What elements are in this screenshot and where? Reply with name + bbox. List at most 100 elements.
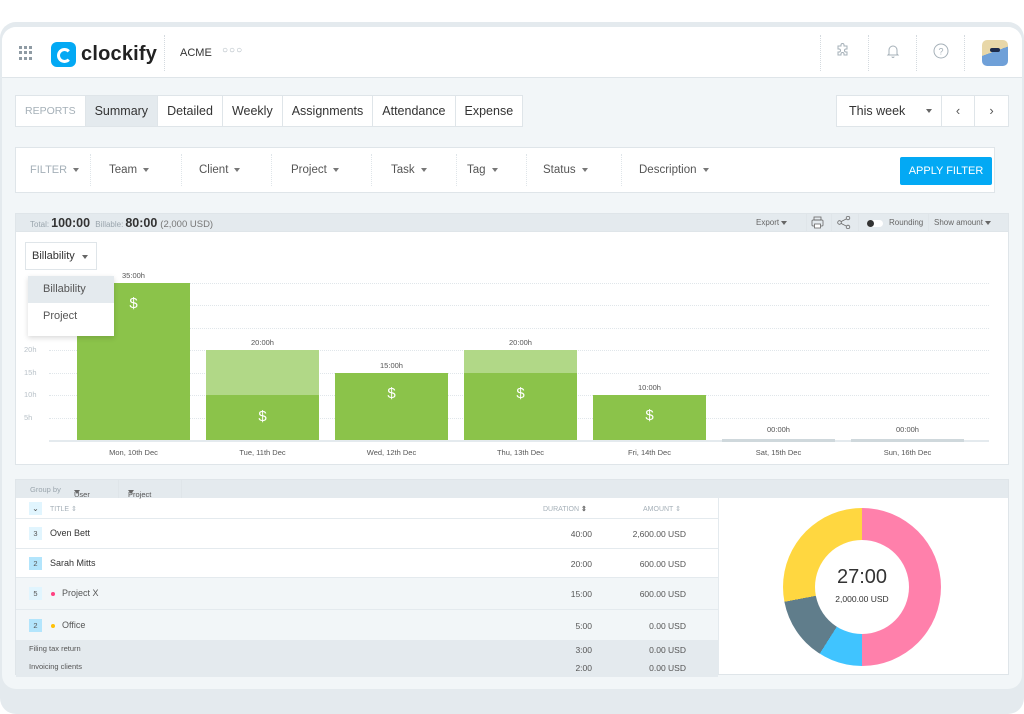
bar[interactable]: $ <box>464 350 577 440</box>
bar-value-label: 10:00h <box>638 383 661 392</box>
chart-grouping-dropdown[interactable]: Billability <box>25 242 97 270</box>
divider <box>371 154 372 186</box>
divider <box>181 154 182 186</box>
help-icon[interactable]: ? <box>931 43 951 63</box>
row-title: Sarah Mitts <box>50 557 96 568</box>
filter-tag[interactable]: Tag <box>467 148 498 192</box>
row-amount: 0.00 USD <box>649 645 686 655</box>
svg-text:?: ? <box>938 47 943 57</box>
export-label: Export <box>756 218 780 227</box>
dollar-icon: $ <box>258 407 267 425</box>
tab-expense[interactable]: Expense <box>464 104 514 118</box>
filter-description-label: Description <box>639 164 697 176</box>
bell-icon[interactable] <box>883 43 903 63</box>
non-billable-segment <box>464 350 577 373</box>
bar[interactable]: $ <box>206 350 319 440</box>
filter-team[interactable]: Team <box>109 148 150 192</box>
dollar-icon: $ <box>645 407 654 424</box>
donut-chart-panel: 27:00 2,000.00 USD <box>718 498 1008 674</box>
billable-amount: (2,000 USD) <box>160 219 214 230</box>
table-row[interactable]: 5 Project X 15:00 600.00 USD <box>16 578 718 610</box>
avatar[interactable] <box>982 40 1008 66</box>
totals: Total: 100:00 Billable: 80:00 (2,000 USD) <box>30 216 213 230</box>
filter-task[interactable]: Task <box>391 148 427 192</box>
share-icon[interactable] <box>837 215 851 231</box>
column-duration-label: DURATION <box>543 506 580 513</box>
export-dropdown[interactable]: Export <box>756 218 788 227</box>
row-count-badge[interactable]: 5 <box>29 587 42 600</box>
x-tick-label: Thu, 13th Dec <box>496 448 545 457</box>
prev-period-button[interactable]: ‹ <box>942 96 975 126</box>
bar-value-label: 15:00h <box>380 360 403 370</box>
top-bar: clockify ACME ○○○ ? <box>2 27 1022 78</box>
filter-client-label: Client <box>199 164 229 176</box>
filter-description[interactable]: Description <box>639 148 709 192</box>
table-row[interactable]: 3 Oven Bett 40:00 2,600.00 USD <box>16 519 718 549</box>
bar-value-label: 35:00h <box>122 270 145 280</box>
tab-summary[interactable]: Summary <box>85 96 159 126</box>
print-icon[interactable] <box>811 216 824 231</box>
y-tick: 15h <box>24 367 37 377</box>
row-count-badge[interactable]: 2 <box>29 556 42 570</box>
date-range-select[interactable]: This week <box>837 96 942 126</box>
caret-down-icon <box>128 490 134 494</box>
table-row[interactable]: 2 Sarah Mitts 20:00 600.00 USD <box>16 549 718 578</box>
row-count-badge[interactable]: 3 <box>29 527 42 540</box>
table-header: ⌄ TITLE ⇕ DURATION ⇕ AMOUNT ⇕ <box>16 498 718 519</box>
filter-client[interactable]: Client <box>199 148 241 192</box>
group-by-bar: Group by User Project <box>16 480 1008 499</box>
column-duration[interactable]: DURATION ⇕ <box>543 506 587 513</box>
divider <box>806 214 807 232</box>
divider <box>831 214 832 232</box>
more-icon[interactable]: ○○○ <box>222 45 244 56</box>
filter-label-text: FILTER <box>30 164 68 176</box>
divider <box>820 35 821 71</box>
row-duration: 5:00 <box>575 620 592 631</box>
column-title-label: TITLE <box>50 506 70 513</box>
collapse-all-icon[interactable]: ⌄ <box>29 502 42 515</box>
filter-status-label: Status <box>543 164 576 176</box>
x-tick-label: Sat, 15th Dec <box>755 448 802 457</box>
row-duration: 15:00 <box>570 589 592 599</box>
tab-attendance[interactable]: Attendance <box>373 96 456 126</box>
column-title[interactable]: TITLE ⇕ <box>50 506 77 513</box>
table-row[interactable]: Filing tax return 3:00 0.00 USD <box>16 641 718 659</box>
table-row[interactable]: 2 Office 5:00 0.00 USD <box>16 610 718 641</box>
show-amount-label: Show amount <box>934 218 983 227</box>
filter-project[interactable]: Project <box>291 148 339 192</box>
apply-filter-button[interactable]: APPLY FILTER <box>900 157 992 185</box>
billable-segment <box>593 395 706 440</box>
row-amount: 0.00 USD <box>649 620 686 631</box>
table-row[interactable]: Invoicing clients 2:00 0.00 USD <box>16 659 718 677</box>
divider <box>868 35 869 71</box>
divider <box>118 480 119 498</box>
divider <box>90 154 91 186</box>
tab-assignments[interactable]: Assignments <box>283 96 374 126</box>
logo[interactable]: clockify <box>51 41 157 67</box>
divider <box>271 154 272 186</box>
tab-weekly[interactable]: Weekly <box>223 96 283 126</box>
group-by-project-label: Project <box>128 490 152 499</box>
next-period-button[interactable]: › <box>989 103 994 118</box>
puzzle-icon[interactable] <box>833 43 853 63</box>
bar[interactable]: $ <box>593 395 706 440</box>
y-tick: 5h <box>24 412 33 422</box>
caret-down-icon <box>985 220 992 225</box>
menu-item-billability[interactable]: Billability <box>28 276 114 303</box>
menu-item-project[interactable]: Project <box>43 310 78 322</box>
summary-chart-panel: Total: 100:00 Billable: 80:00 (2,000 USD) E… <box>15 213 1009 465</box>
row-title: Filing tax return <box>29 644 81 653</box>
gridline <box>49 327 989 329</box>
apps-grid-icon[interactable] <box>19 46 33 60</box>
caret-down-icon <box>332 167 339 172</box>
column-amount[interactable]: AMOUNT ⇕ <box>643 506 682 513</box>
filter-label[interactable]: FILTER <box>30 148 80 192</box>
bar[interactable]: $ <box>335 372 448 440</box>
workspace-name[interactable]: ACME <box>180 47 212 59</box>
row-count-badge[interactable]: 2 <box>29 618 42 632</box>
billable-segment <box>464 372 577 440</box>
show-amount-dropdown[interactable]: Show amount <box>934 218 992 227</box>
filter-status[interactable]: Status <box>543 148 588 192</box>
rounding-toggle[interactable] <box>866 219 884 228</box>
tab-detailed[interactable]: Detailed <box>158 96 223 126</box>
